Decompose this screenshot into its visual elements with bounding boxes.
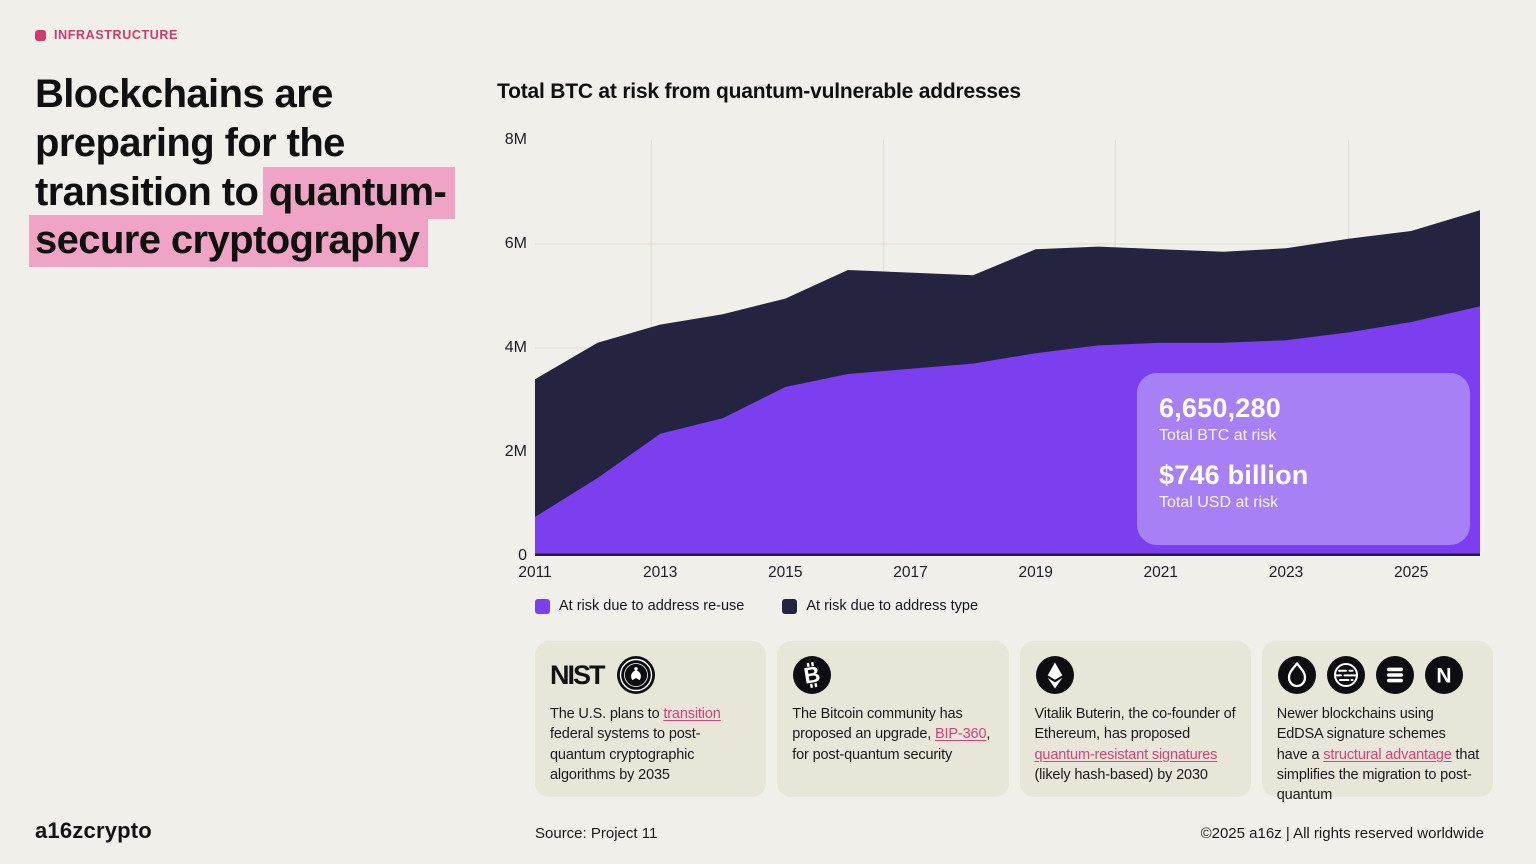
area-chart: 6,650,280 Total BTC at risk $746 billion… — [535, 140, 1480, 556]
card-newer-chains-text: Newer blockchains using EdDSA signature … — [1277, 704, 1480, 805]
card-bitcoin-text-before: The Bitcoin community has proposed an up… — [792, 706, 963, 743]
x-tick-label: 2019 — [1018, 564, 1053, 581]
card-nist: NIST The U.S. plans to transition federa… — [535, 641, 767, 797]
card-newer-chains: N Newer blockchains using EdDSA signatur… — [1261, 641, 1493, 803]
legend-item-type: At risk due to address type — [782, 598, 978, 614]
card-ethereum: Vitalik Buterin, the co-founder of Ether… — [1019, 641, 1251, 797]
sui-icon — [1277, 656, 1316, 694]
x-tick-label: 2021 — [1143, 564, 1179, 581]
kicker: INFRASTRUCTURE — [35, 28, 178, 42]
y-tick-label: 0 — [518, 547, 527, 564]
y-axis-labels: 8M 6M 4M 2M 0 — [450, 131, 527, 564]
card-ethereum-text-before: Vitalik Buterin, the co-founder of Ether… — [1034, 706, 1236, 743]
source-note: Source: Project 11 — [535, 825, 658, 842]
y-tick-label: 8M — [504, 131, 527, 148]
solana-icon — [1375, 656, 1414, 694]
near-icon: N — [1424, 656, 1463, 694]
info-cards: NIST The U.S. plans to transition federa… — [535, 641, 1493, 803]
chart-title: Total BTC at risk from quantum-vulnerabl… — [497, 80, 1021, 103]
card-nist-text: The U.S. plans to transition federal sys… — [550, 704, 753, 785]
x-tick-label: 2015 — [768, 564, 803, 581]
card-newer-chains-icons: N — [1277, 653, 1480, 697]
card-ethereum-text-after: (likely hash-based) by 2030 — [1034, 766, 1208, 783]
card-nist-text-after: federal systems to post-quantum cryptogr… — [550, 726, 701, 783]
x-tick-label: 2017 — [893, 564, 928, 581]
y-tick-label: 2M — [504, 443, 527, 460]
x-tick-label: 2025 — [1393, 564, 1429, 581]
chart-legend: At risk due to address re-use At risk du… — [535, 598, 978, 614]
x-tick-label: 2011 — [518, 564, 552, 581]
legend-label-type: At risk due to address type — [806, 598, 979, 614]
y-tick-label: 4M — [504, 339, 527, 356]
callout-usd-label: Total USD at risk — [1159, 494, 1279, 512]
callout-usd-value: $746 billion — [1159, 460, 1309, 491]
x-tick-label: 2023 — [1268, 564, 1304, 581]
callout-btc-value: 6,650,280 — [1159, 393, 1281, 423]
callout-btc-label: Total BTC at risk — [1159, 427, 1277, 445]
quantum-resistant-signatures-link[interactable]: quantum-resistant signatures — [1034, 746, 1218, 763]
card-bitcoin-text: The Bitcoin community has proposed an up… — [792, 704, 995, 765]
legend-label-reuse: At risk due to address re-use — [559, 598, 745, 614]
structural-advantage-link[interactable]: structural advantage — [1323, 746, 1452, 763]
y-tick-label: 6M — [504, 235, 527, 252]
card-bitcoin: B The Bitcoin community has proposed an … — [777, 641, 1009, 797]
copyright-note: ©2025 a16z | All rights reserved worldwi… — [1200, 825, 1484, 842]
card-newer-chains-text-before: Newer blockchains using EdDSA signature … — [1276, 706, 1446, 763]
card-bitcoin-text-after: , for post-quantum security — [792, 726, 991, 763]
callout-card: 6,650,280 Total BTC at risk $746 billion… — [1137, 373, 1470, 545]
legend-swatch-reuse — [535, 598, 550, 614]
svg-text:N: N — [1436, 664, 1451, 687]
ethereum-icon — [1035, 656, 1074, 694]
card-ethereum-icons — [1035, 653, 1238, 697]
a16zcrypto-logo: a16zcrypto — [35, 818, 152, 843]
kicker-label: INFRASTRUCTURE — [54, 28, 179, 42]
headline-text: Blockchains are preparing for the transi… — [35, 72, 345, 214]
card-bitcoin-icons: B — [792, 653, 995, 697]
government-seal-icon — [616, 656, 655, 694]
kicker-square-icon — [35, 29, 46, 41]
card-ethereum-text: Vitalik Buterin, the co-founder of Ether… — [1035, 704, 1238, 785]
bitcoin-icon: B — [793, 656, 832, 694]
card-nist-text-before: The U.S. plans to — [550, 706, 664, 722]
stacked-area-plot — [535, 140, 1480, 556]
globe-coin-icon — [1326, 656, 1365, 694]
transition-link[interactable]: transition — [663, 706, 721, 722]
bip-360-link[interactable]: BIP-360 — [935, 726, 987, 743]
card-nist-icons: NIST — [550, 653, 753, 697]
card-newer-chains-text-after: that simplifies the migration to post-qu… — [1276, 746, 1480, 804]
svg-text:B: B — [802, 661, 822, 688]
nist-logo: NIST — [550, 659, 605, 690]
legend-swatch-type — [782, 598, 798, 614]
x-tick-label: 2013 — [642, 564, 678, 581]
legend-item-reuse: At risk due to address re-use — [535, 598, 744, 614]
page-title: Blockchains are preparing for the transi… — [29, 70, 471, 268]
x-axis-labels: 2011 2013 2015 2017 2019 2021 2023 2025 — [518, 564, 1480, 586]
